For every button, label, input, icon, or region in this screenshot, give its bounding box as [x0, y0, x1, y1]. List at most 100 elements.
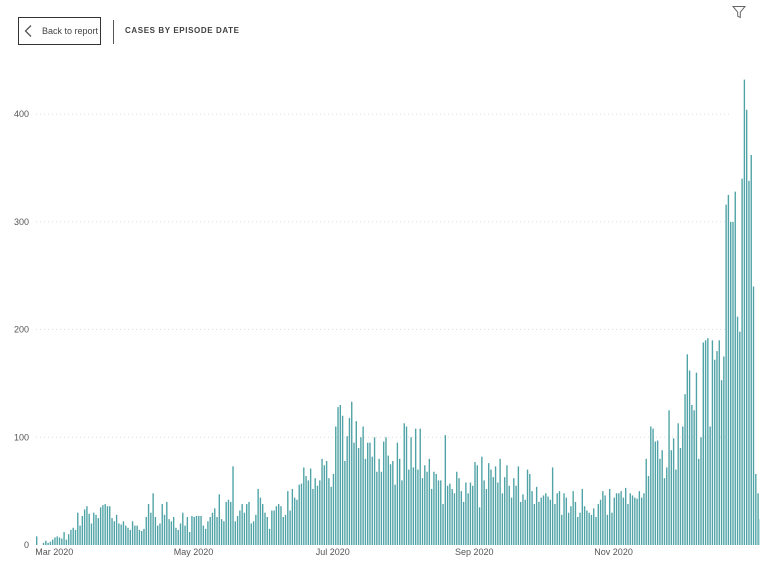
bar[interactable]: [79, 525, 81, 545]
bar[interactable]: [561, 514, 563, 545]
bar[interactable]: [656, 440, 659, 545]
bar[interactable]: [752, 286, 755, 545]
bar[interactable]: [45, 540, 47, 545]
bar[interactable]: [273, 510, 275, 545]
bar[interactable]: [54, 537, 56, 545]
bar[interactable]: [202, 525, 205, 545]
bar[interactable]: [136, 525, 138, 545]
bar[interactable]: [730, 221, 732, 545]
bar[interactable]: [492, 477, 494, 545]
bar[interactable]: [711, 340, 714, 545]
bar[interactable]: [748, 180, 750, 545]
bar[interactable]: [170, 521, 173, 545]
bar[interactable]: [661, 450, 663, 545]
bar[interactable]: [125, 525, 127, 545]
bar[interactable]: [268, 528, 271, 545]
bar[interactable]: [542, 495, 545, 545]
bar[interactable]: [672, 438, 675, 545]
bar[interactable]: [693, 410, 695, 545]
bar[interactable]: [182, 512, 184, 545]
bar[interactable]: [122, 521, 125, 545]
bar[interactable]: [702, 342, 704, 545]
bar[interactable]: [106, 506, 109, 545]
bar[interactable]: [709, 426, 711, 546]
bar[interactable]: [465, 482, 467, 545]
bar[interactable]: [77, 512, 79, 545]
bar[interactable]: [86, 506, 88, 545]
bar[interactable]: [47, 542, 49, 545]
bar[interactable]: [191, 515, 193, 545]
bar[interactable]: [396, 442, 399, 545]
bar[interactable]: [456, 471, 458, 545]
bar[interactable]: [650, 426, 652, 546]
bar[interactable]: [188, 532, 191, 545]
bar[interactable]: [97, 518, 100, 545]
bar[interactable]: [551, 467, 554, 545]
bar[interactable]: [547, 496, 549, 545]
bar[interactable]: [337, 407, 339, 545]
bar[interactable]: [501, 493, 504, 545]
bar[interactable]: [643, 493, 645, 545]
bar[interactable]: [419, 428, 421, 545]
bar[interactable]: [515, 485, 517, 545]
bar[interactable]: [593, 508, 595, 545]
bar[interactable]: [344, 460, 346, 545]
bar[interactable]: [250, 523, 252, 545]
bar[interactable]: [109, 506, 111, 545]
bar[interactable]: [211, 512, 214, 545]
bar[interactable]: [154, 516, 157, 545]
bar[interactable]: [446, 485, 449, 545]
bar[interactable]: [613, 497, 615, 545]
bar[interactable]: [325, 460, 328, 545]
bar[interactable]: [179, 523, 182, 545]
bar[interactable]: [296, 499, 298, 545]
bar[interactable]: [307, 480, 310, 545]
bar[interactable]: [707, 338, 709, 545]
bar[interactable]: [341, 415, 344, 545]
bar[interactable]: [410, 437, 412, 545]
bar[interactable]: [577, 516, 579, 545]
bar[interactable]: [510, 497, 513, 545]
bar[interactable]: [239, 510, 241, 545]
bar[interactable]: [684, 394, 686, 545]
bar[interactable]: [81, 515, 84, 545]
bar[interactable]: [403, 423, 405, 545]
bar[interactable]: [385, 437, 387, 545]
bar[interactable]: [243, 512, 246, 545]
bar[interactable]: [398, 458, 401, 545]
bar[interactable]: [364, 458, 367, 545]
bar[interactable]: [714, 359, 716, 545]
bar[interactable]: [606, 514, 609, 545]
bar[interactable]: [615, 493, 618, 545]
bar[interactable]: [668, 410, 670, 545]
bar[interactable]: [677, 423, 679, 545]
bar[interactable]: [483, 480, 485, 545]
bar[interactable]: [230, 501, 232, 545]
bar[interactable]: [42, 542, 45, 545]
bar[interactable]: [558, 491, 561, 545]
bar[interactable]: [51, 539, 54, 545]
bar[interactable]: [581, 488, 583, 545]
bar[interactable]: [704, 340, 707, 545]
bar[interactable]: [300, 483, 303, 545]
bar[interactable]: [355, 421, 357, 545]
bar[interactable]: [634, 497, 636, 545]
bar[interactable]: [362, 426, 364, 546]
bar[interactable]: [460, 491, 463, 545]
bar[interactable]: [675, 469, 677, 545]
bar[interactable]: [93, 512, 95, 545]
bar[interactable]: [348, 417, 351, 545]
bar[interactable]: [298, 484, 300, 545]
bar[interactable]: [741, 178, 743, 545]
bar[interactable]: [104, 504, 106, 545]
bar[interactable]: [266, 516, 268, 545]
bar[interactable]: [506, 465, 508, 545]
bar[interactable]: [414, 428, 417, 545]
bar[interactable]: [435, 473, 437, 545]
bar[interactable]: [405, 426, 408, 546]
bar[interactable]: [177, 529, 179, 545]
bar[interactable]: [485, 488, 488, 545]
bar[interactable]: [590, 514, 593, 545]
bar[interactable]: [602, 491, 604, 545]
bar[interactable]: [627, 504, 629, 545]
